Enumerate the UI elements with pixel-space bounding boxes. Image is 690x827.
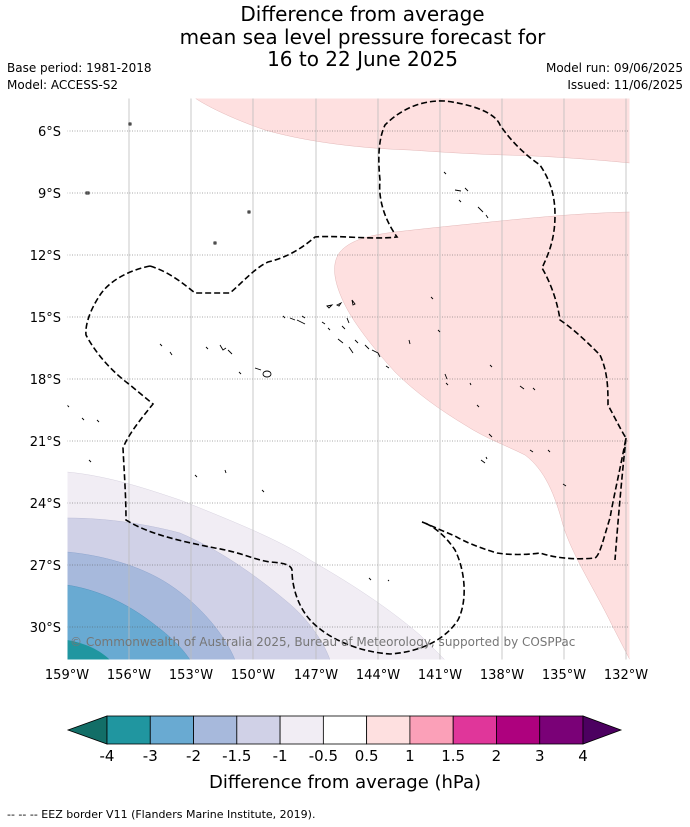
lon-label: 138°W xyxy=(480,668,524,683)
model-run: Model run: 09/06/2025 xyxy=(545,61,683,75)
lon-label: 150°W xyxy=(231,668,275,683)
colorbar-tick-label: -4 xyxy=(100,747,115,765)
colorbar-swatch xyxy=(193,715,238,745)
colorbar-swatch xyxy=(409,715,454,745)
lon-label: 147°W xyxy=(294,668,338,683)
colorbar-ticks: -4 -3 -2 -1.5 -1 -0.5 0.5 1 1.5 2 3 4 xyxy=(100,747,588,765)
colorbar-swatch xyxy=(236,715,281,745)
colorbar-tick-label: -2 xyxy=(186,747,201,765)
model-name: Model: ACCESS-S2 xyxy=(7,78,119,92)
anomaly-region-plus-0-5-east xyxy=(334,211,630,660)
lon-label: 141°W xyxy=(418,668,462,683)
colorbar-tick-label: 0.5 xyxy=(355,747,379,765)
lon-label: 132°W xyxy=(604,668,648,683)
colorbar-swatch xyxy=(106,715,151,745)
colorbar-tick-label: 4 xyxy=(578,747,588,765)
anomaly-region-plus-0-5-north xyxy=(194,98,630,164)
lat-label: 9°S xyxy=(38,187,61,202)
lat-label: 27°S xyxy=(30,559,61,574)
colorbar-tick-label: -3 xyxy=(143,747,158,765)
title-line-3: 16 to 22 June 2025 xyxy=(267,47,458,71)
lat-label: 6°S xyxy=(38,125,61,140)
lon-label: 153°W xyxy=(169,668,213,683)
islands xyxy=(67,122,567,582)
lat-label: 24°S xyxy=(30,497,61,512)
colorbar-tick-label: -1.5 xyxy=(222,747,251,765)
colorbar-tick-label: -0.5 xyxy=(309,747,338,765)
colorbar-swatch xyxy=(322,715,368,745)
anomaly-band-minus-3 xyxy=(67,640,110,660)
longitude-labels: 159°W 156°W 153°W 150°W 147°W 144°W 141°… xyxy=(45,668,648,683)
colorbar-extend-high xyxy=(582,715,623,745)
colorbar xyxy=(66,715,623,745)
lon-label: 135°W xyxy=(542,668,586,683)
latitude-labels: 6°S 9°S 12°S 15°S 18°S 21°S 24°S 27°S 30… xyxy=(30,125,61,636)
base-period: Base period: 1981-2018 xyxy=(7,61,152,75)
colorbar-swatch xyxy=(496,715,541,745)
anomaly-band-minus-2 xyxy=(67,584,191,660)
colorbar-swatch xyxy=(366,715,411,745)
colorbar-label: Difference from average (hPa) xyxy=(209,772,481,793)
lat-label: 18°S xyxy=(30,373,61,388)
colorbar-tick-label: 3 xyxy=(535,747,545,765)
colorbar-swatch xyxy=(149,715,194,745)
eez-legend-note: -- -- -- EEZ border V11 (Flanders Marine… xyxy=(7,808,316,821)
map-panel: © Commonwealth of Australia 2025, Bureau… xyxy=(67,98,630,660)
lat-label: 15°S xyxy=(30,311,61,326)
issued-date: Issued: 11/06/2025 xyxy=(567,78,683,92)
lon-label: 159°W xyxy=(45,668,89,683)
lon-label: 156°W xyxy=(107,668,151,683)
colorbar-extend-low xyxy=(66,715,108,745)
colorbar-tick-label: -1 xyxy=(273,747,288,765)
colorbar-tick-label: 2 xyxy=(492,747,502,765)
colorbar-swatch xyxy=(279,715,324,745)
eez-borders xyxy=(85,100,627,655)
colorbar-swatch xyxy=(452,715,497,745)
lat-label: 12°S xyxy=(30,249,61,264)
title-line-1: Difference from average xyxy=(240,2,485,26)
title-line-2: mean sea level pressure forecast for xyxy=(179,25,546,49)
copyright-notice: © Commonwealth of Australia 2025, Bureau… xyxy=(70,635,575,649)
colorbar-tick-label: 1 xyxy=(405,747,415,765)
lat-label: 30°S xyxy=(30,621,61,636)
lon-label: 144°W xyxy=(356,668,400,683)
lat-label: 21°S xyxy=(30,435,61,450)
colorbar-tick-label: 1.5 xyxy=(441,747,465,765)
colorbar-swatch xyxy=(539,715,584,745)
